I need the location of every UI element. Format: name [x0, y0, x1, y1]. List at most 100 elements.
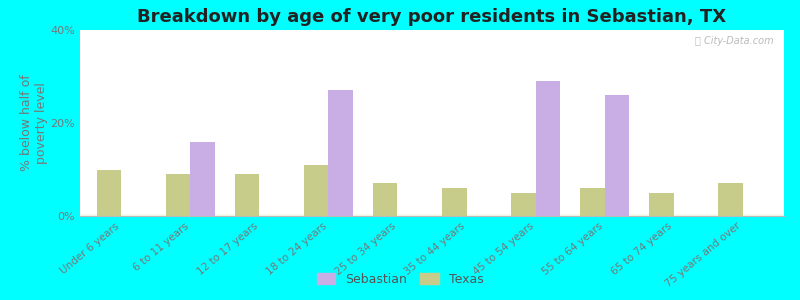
Bar — [80, 214, 784, 215]
Bar — [80, 215, 784, 216]
Bar — [80, 215, 784, 216]
Bar — [80, 214, 784, 216]
Bar — [80, 214, 784, 215]
Bar — [80, 215, 784, 216]
Bar — [80, 215, 784, 216]
Bar — [80, 214, 784, 215]
Bar — [80, 214, 784, 215]
Bar — [80, 215, 784, 216]
Bar — [80, 214, 784, 215]
Bar — [80, 215, 784, 216]
Bar — [80, 214, 784, 215]
Bar — [80, 214, 784, 215]
Bar — [80, 214, 784, 215]
Bar — [80, 215, 784, 216]
Bar — [80, 214, 784, 215]
Bar — [80, 214, 784, 215]
Bar — [80, 215, 784, 216]
Bar — [80, 214, 784, 215]
Bar — [80, 214, 784, 215]
Bar — [535, 81, 560, 216]
Bar — [80, 215, 784, 216]
Bar — [80, 215, 784, 216]
Bar — [80, 214, 784, 215]
Bar — [80, 215, 784, 216]
Bar — [80, 214, 784, 215]
Bar — [80, 215, 784, 216]
Bar — [718, 183, 742, 216]
Bar — [80, 215, 784, 216]
Bar — [80, 215, 784, 216]
Bar — [80, 214, 784, 215]
Bar — [80, 214, 784, 215]
Bar — [80, 215, 784, 216]
Bar — [80, 214, 784, 215]
Bar — [80, 215, 784, 216]
Bar — [80, 215, 784, 216]
Bar — [80, 215, 784, 216]
Bar — [80, 214, 784, 215]
Bar — [511, 193, 535, 216]
Bar — [80, 214, 784, 215]
Bar — [80, 214, 784, 215]
Bar — [80, 214, 784, 215]
Bar — [80, 214, 784, 215]
Bar — [80, 215, 784, 216]
Bar — [80, 215, 784, 216]
Bar — [80, 214, 784, 215]
Bar — [80, 214, 784, 215]
Bar — [80, 215, 784, 216]
Text: ⓘ City-Data.com: ⓘ City-Data.com — [695, 36, 774, 46]
Bar — [80, 215, 784, 216]
Bar — [80, 215, 784, 216]
Bar — [80, 215, 784, 216]
Bar — [80, 214, 784, 215]
Bar — [80, 214, 784, 215]
Bar — [80, 214, 784, 215]
Bar — [442, 188, 466, 216]
Bar — [80, 214, 784, 215]
Bar — [80, 214, 784, 215]
Bar — [80, 215, 784, 216]
Bar — [80, 215, 784, 216]
Bar — [80, 215, 784, 216]
Bar — [80, 214, 784, 215]
Bar — [80, 215, 784, 216]
Bar — [80, 215, 784, 216]
Bar — [80, 214, 784, 215]
Bar — [80, 215, 784, 216]
Bar — [80, 215, 784, 216]
Bar — [80, 214, 784, 215]
Bar — [190, 142, 214, 216]
Bar — [80, 214, 784, 215]
Bar — [80, 214, 784, 215]
Bar — [80, 214, 784, 215]
Bar — [80, 215, 784, 216]
Bar — [80, 215, 784, 216]
Bar — [80, 214, 784, 215]
Bar — [80, 215, 784, 216]
Bar — [80, 214, 784, 215]
Bar — [80, 215, 784, 216]
Bar — [80, 214, 784, 215]
Bar — [580, 188, 605, 216]
Bar — [80, 214, 784, 215]
Bar — [80, 214, 784, 215]
Bar — [80, 214, 784, 215]
Bar — [80, 214, 784, 215]
Bar — [80, 214, 784, 215]
Bar — [80, 214, 784, 215]
Bar — [80, 214, 784, 215]
Bar — [80, 214, 784, 216]
Bar — [80, 215, 784, 216]
Bar — [80, 214, 784, 215]
Bar — [80, 215, 784, 216]
Y-axis label: % below half of
poverty level: % below half of poverty level — [20, 75, 48, 171]
Bar — [80, 214, 784, 215]
Bar — [80, 215, 784, 216]
Bar — [80, 215, 784, 216]
Bar — [80, 214, 784, 215]
Bar — [80, 214, 784, 215]
Bar — [80, 214, 784, 215]
Bar — [80, 215, 784, 216]
